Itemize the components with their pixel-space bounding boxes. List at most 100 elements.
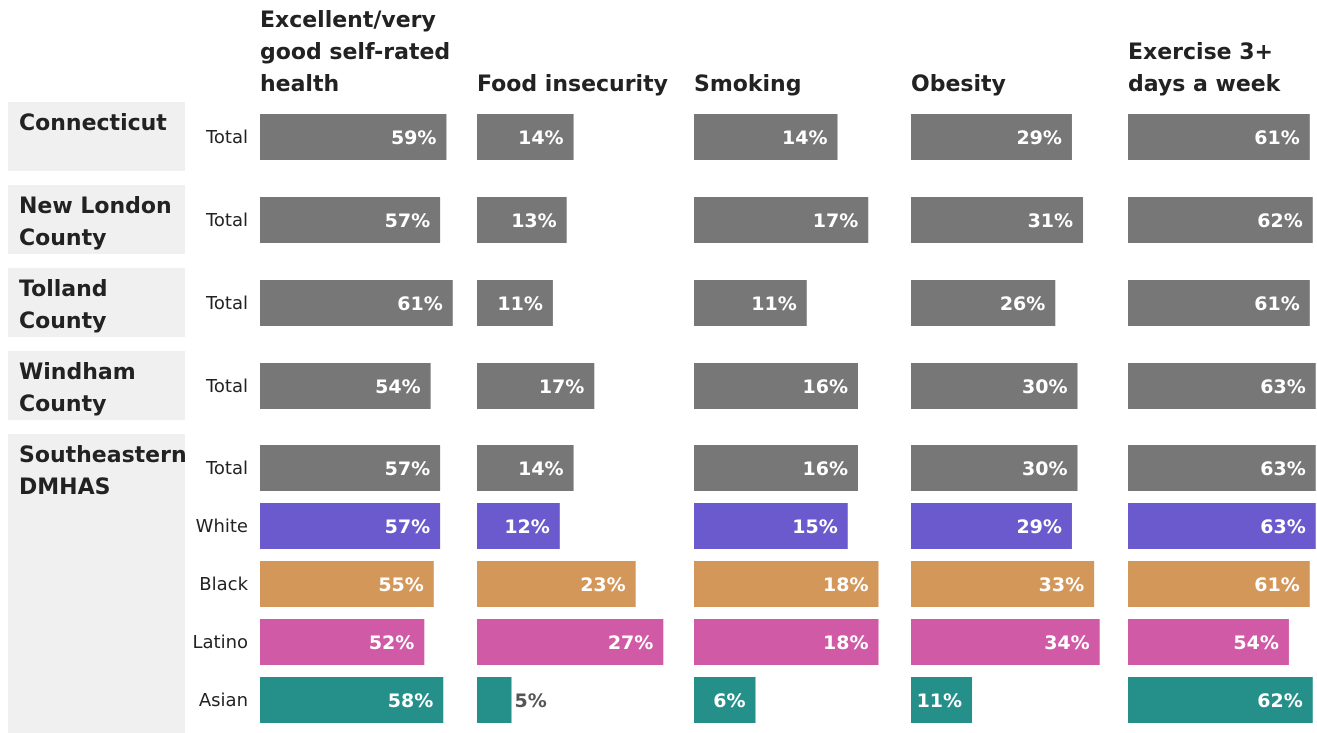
bar-5-2-2 bbox=[477, 503, 560, 549]
row-label-5-4: Latino bbox=[192, 632, 248, 653]
value-label-5-1-3: 16% bbox=[803, 458, 848, 480]
value-label-4-1-4: 30% bbox=[1022, 376, 1067, 398]
column-header-5-line-1: Exercise 3+ bbox=[1128, 40, 1273, 65]
bar-5-5-5 bbox=[1128, 677, 1313, 723]
bar-5-3-1 bbox=[260, 561, 434, 607]
row-labels: Total Total Total Total Total White Black Latin… bbox=[192, 127, 248, 711]
bar-5-1-2 bbox=[477, 445, 574, 491]
column-header-4-line-1: Obesity bbox=[911, 72, 1006, 97]
bar-5-4-4 bbox=[911, 619, 1100, 665]
value-label-5-4-5: 54% bbox=[1233, 632, 1278, 654]
bar-3-1-2 bbox=[477, 280, 553, 326]
column-header-1-line-1: Excellent/very bbox=[260, 8, 436, 33]
column-header-3-line-1: Smoking bbox=[694, 72, 801, 97]
group-label-4-line-2: County bbox=[19, 392, 106, 417]
value-label-5-4-3: 18% bbox=[823, 632, 868, 654]
row-label-1-1: Total bbox=[205, 127, 248, 148]
value-label-2-1-4: 31% bbox=[1028, 210, 1073, 232]
group-background-1 bbox=[8, 102, 185, 171]
group-backgrounds bbox=[8, 102, 185, 733]
bar-5-1-5 bbox=[1128, 445, 1316, 491]
value-label-5-1-5: 63% bbox=[1260, 458, 1305, 480]
bar-1-1-5 bbox=[1128, 114, 1310, 160]
row-label-2-1: Total bbox=[205, 210, 248, 231]
value-label-1-1-2: 14% bbox=[518, 127, 563, 149]
bar-5-2-5 bbox=[1128, 503, 1316, 549]
bar-5-2-1 bbox=[260, 503, 441, 549]
column-header-1-line-2: good self-rated bbox=[260, 40, 450, 65]
value-label-4-1-5: 63% bbox=[1260, 376, 1305, 398]
bar-4-1-3 bbox=[694, 363, 858, 409]
column-header-5-line-2: days a week bbox=[1128, 72, 1282, 97]
bar-1-1-2 bbox=[477, 114, 574, 160]
value-label-5-1-2: 14% bbox=[518, 458, 563, 480]
bar-4-1-5 bbox=[1128, 363, 1316, 409]
group-label-5-line-2: DMHAS bbox=[19, 475, 110, 500]
bar-5-3-3 bbox=[694, 561, 879, 607]
value-label-5-3-3: 18% bbox=[823, 574, 868, 596]
bar-2-1-2 bbox=[477, 197, 567, 243]
value-label-3-1-4: 26% bbox=[1000, 293, 1045, 315]
value-label-1-1-4: 29% bbox=[1016, 127, 1061, 149]
value-label-4-1-2: 17% bbox=[539, 376, 584, 398]
value-label-5-3-4: 33% bbox=[1039, 574, 1084, 596]
value-label-1-1-3: 14% bbox=[782, 127, 827, 149]
bar-2-1-5 bbox=[1128, 197, 1313, 243]
value-label-2-1-3: 17% bbox=[813, 210, 858, 232]
group-background-4 bbox=[8, 351, 185, 420]
group-background-2 bbox=[8, 185, 185, 254]
value-label-5-2-4: 29% bbox=[1016, 516, 1061, 538]
bar-2-1-3 bbox=[694, 197, 869, 243]
bar-2-1-4 bbox=[911, 197, 1084, 243]
value-label-5-5-5: 62% bbox=[1257, 690, 1302, 712]
value-label-5-3-5: 61% bbox=[1254, 574, 1299, 596]
value-label-5-2-2: 12% bbox=[504, 516, 549, 538]
group-label-5-line-1: Southeastern bbox=[19, 443, 187, 468]
bar-5-5-3 bbox=[694, 677, 756, 723]
value-label-5-3-2: 23% bbox=[580, 574, 625, 596]
value-label-5-5-2: 5% bbox=[515, 690, 547, 712]
bar-5-3-5 bbox=[1128, 561, 1310, 607]
bar-5-5-4 bbox=[911, 677, 973, 723]
row-label-5-1: Total bbox=[205, 458, 248, 479]
group-label-4-line-1: Windham bbox=[19, 360, 136, 385]
bar-1-1-4 bbox=[911, 114, 1072, 160]
row-label-3-1: Total bbox=[205, 293, 248, 314]
value-label-1-1-1: 59% bbox=[391, 127, 436, 149]
value-label-1-1-5: 61% bbox=[1254, 127, 1299, 149]
value-label-3-1-5: 61% bbox=[1254, 293, 1299, 315]
bar-3-1-5 bbox=[1128, 280, 1310, 326]
value-label-5-2-1: 57% bbox=[385, 516, 430, 538]
bar-5-1-1 bbox=[260, 445, 441, 491]
value-label-5-5-3: 6% bbox=[713, 690, 745, 712]
bar-4-1-1 bbox=[260, 363, 431, 409]
value-label-5-3-1: 55% bbox=[378, 574, 423, 596]
bar-5-3-4 bbox=[911, 561, 1095, 607]
bar-5-4-1 bbox=[260, 619, 425, 665]
value-label-2-1-5: 62% bbox=[1257, 210, 1302, 232]
value-label-5-2-3: 15% bbox=[792, 516, 837, 538]
row-label-5-3: Black bbox=[199, 574, 248, 595]
bar-1-1-1 bbox=[260, 114, 447, 160]
value-label-5-1-4: 30% bbox=[1022, 458, 1067, 480]
value-label-2-1-2: 13% bbox=[511, 210, 556, 232]
bar-5-4-2 bbox=[477, 619, 664, 665]
row-label-4-1: Total bbox=[205, 376, 248, 397]
value-label-5-2-5: 63% bbox=[1260, 516, 1305, 538]
bar-5-2-3 bbox=[694, 503, 848, 549]
value-label-3-1-1: 61% bbox=[397, 293, 442, 315]
value-label-4-1-3: 16% bbox=[803, 376, 848, 398]
bar-3-1-4 bbox=[911, 280, 1056, 326]
bar-3-1-1 bbox=[260, 280, 453, 326]
value-labels: 59% 14% 14% 29% 61% 57% 13% 17% 31% 62% 61% 11% 11% 2… bbox=[369, 127, 1306, 712]
value-label-4-1-1: 54% bbox=[375, 376, 420, 398]
value-label-5-1-1: 57% bbox=[385, 458, 430, 480]
bar-1-1-3 bbox=[694, 114, 838, 160]
bar-2-1-1 bbox=[260, 197, 441, 243]
group-label-3-line-1: Tolland bbox=[19, 277, 108, 302]
value-label-5-4-1: 52% bbox=[369, 632, 414, 654]
group-label-2-line-1: New London bbox=[19, 194, 172, 219]
group-label-3-line-2: County bbox=[19, 309, 106, 334]
value-label-5-4-2: 27% bbox=[608, 632, 653, 654]
